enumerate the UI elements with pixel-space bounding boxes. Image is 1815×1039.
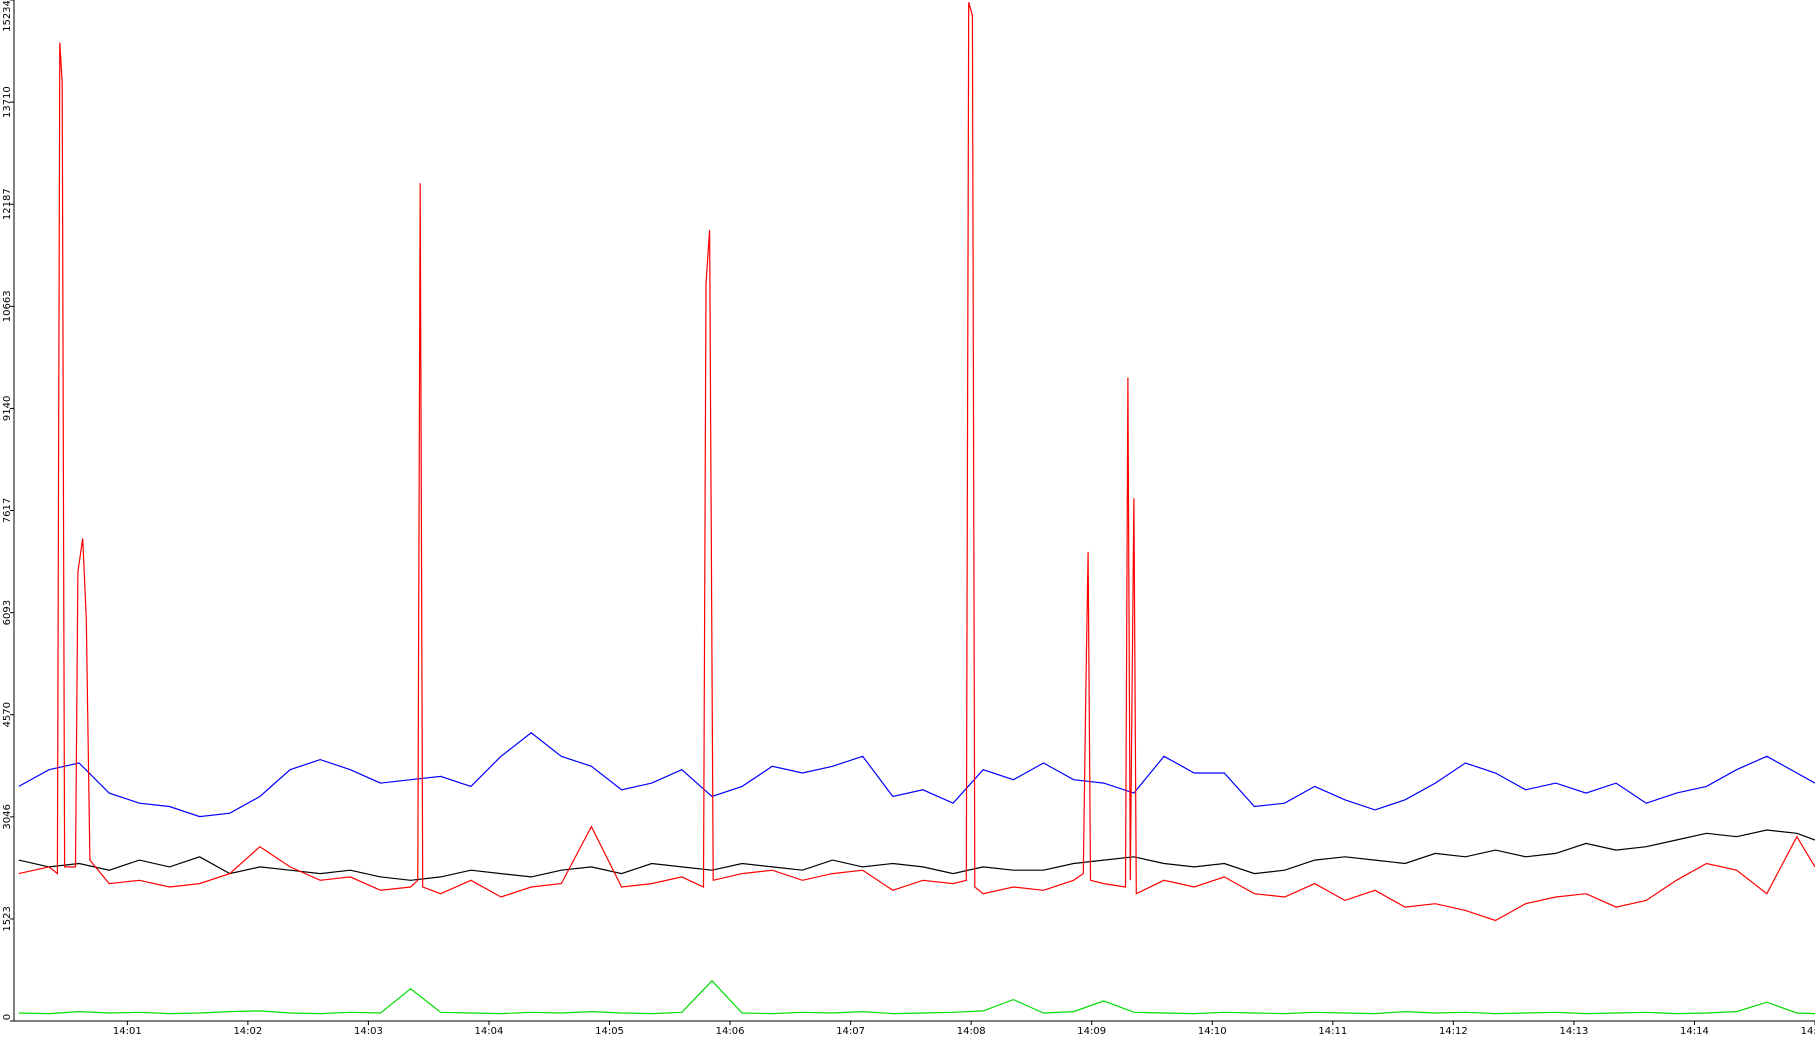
y-tick-label: 3046 (2, 804, 13, 829)
x-tick-label: 14:13 (1559, 1026, 1588, 1037)
y-tick-label: 7617 (2, 498, 13, 523)
x-tick-label: 14:07 (836, 1026, 865, 1037)
series-line (18, 829, 1815, 881)
y-tick-label: 15234 (2, 0, 13, 32)
series-line (18, 2, 1815, 922)
x-tick-label: 14:09 (1077, 1026, 1106, 1037)
y-tick-label: 1523 (2, 906, 13, 931)
x-tick-label: 14:08 (957, 1026, 986, 1037)
series-line (18, 732, 1815, 818)
x-tick-label: 14:11 (1318, 1026, 1347, 1037)
x-tick-label: 14:03 (354, 1026, 383, 1037)
y-tick-label: 0 (2, 1014, 13, 1020)
x-tick-label: 14:10 (1198, 1026, 1227, 1037)
y-tick-label: 12187 (2, 188, 13, 220)
y-tick-label: 13710 (2, 86, 13, 118)
y-tick-label: 10663 (2, 290, 13, 322)
x-tick-label: 14:04 (475, 1026, 504, 1037)
x-tick-label: 14:05 (595, 1026, 624, 1037)
y-tick-label: 9140 (2, 396, 13, 421)
x-tick-label: 14:12 (1439, 1026, 1468, 1037)
x-tick-label: 14:02 (233, 1026, 262, 1037)
x-tick-label: 14:15 (1801, 1026, 1815, 1037)
x-tick-label: 14:06 (716, 1026, 745, 1037)
y-tick-label: 4570 (2, 702, 13, 727)
series-line (18, 979, 1815, 1015)
y-tick-label: 6093 (2, 600, 13, 625)
x-tick-label: 14:14 (1680, 1026, 1709, 1037)
x-tick-label: 14:01 (113, 1026, 142, 1037)
